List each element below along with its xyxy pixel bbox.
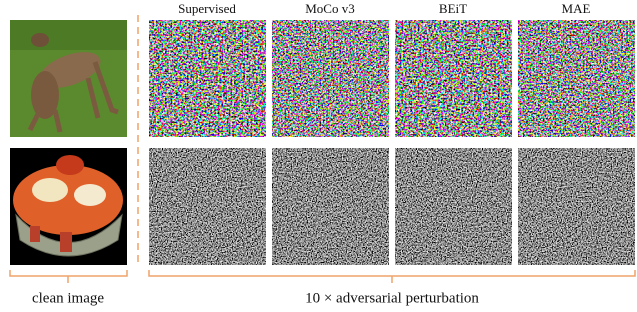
caption: 10 × adversarial perturbation [305, 290, 479, 306]
bracket [10, 270, 127, 283]
column-header: MAE [562, 1, 591, 16]
clean-image-crab [10, 148, 127, 265]
perturbation-color [272, 20, 389, 137]
perturbation-color [395, 20, 512, 137]
perturbation-gray [395, 148, 512, 265]
clean-image-dog [10, 20, 127, 137]
column-header: BEiT [439, 1, 467, 16]
column-header: MoCo v3 [305, 1, 354, 16]
caption: clean image [32, 290, 104, 306]
perturbation-gray [272, 148, 389, 265]
perturbation-color [149, 20, 266, 137]
perturbation-gray [149, 148, 266, 265]
bracket [149, 270, 635, 283]
perturbation-gray [518, 148, 635, 265]
column-header: Supervised [178, 1, 236, 16]
figure: Supervised MoCo v3 BEiT MAE clean image … [0, 0, 637, 312]
perturbation-color [518, 20, 635, 137]
